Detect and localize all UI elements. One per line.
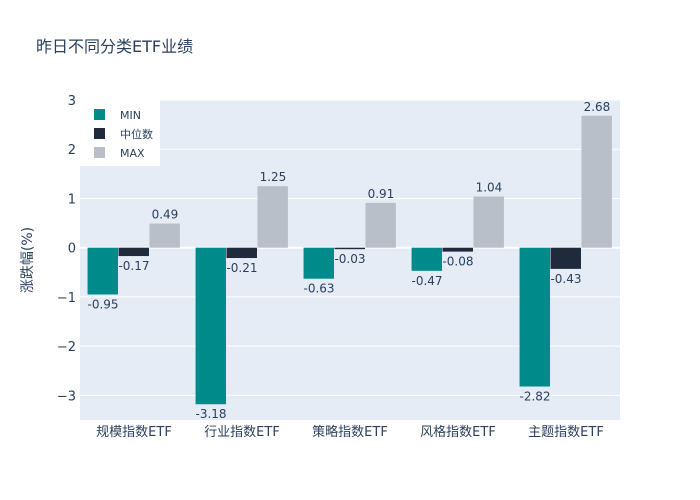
bar-max <box>581 115 612 248</box>
legend-swatch <box>94 109 105 120</box>
data-label: -0.43 <box>550 272 581 286</box>
data-label: -2.82 <box>520 390 551 404</box>
legend-box <box>80 100 160 166</box>
data-label: -0.47 <box>412 274 443 288</box>
bar-max <box>149 223 180 248</box>
y-tick-label: 2 <box>68 143 76 158</box>
x-tick-label: 规模指数ETF <box>96 425 172 440</box>
data-label: -0.21 <box>226 261 257 275</box>
y-tick-label: −1 <box>57 291 76 306</box>
y-axis-title: 涨跌幅(%) <box>20 227 36 293</box>
legend-swatch <box>94 147 105 158</box>
bar-中位数 <box>118 247 149 257</box>
bar-max <box>365 202 396 248</box>
y-tick-label: 3 <box>68 94 76 109</box>
data-label: 1.25 <box>260 170 287 184</box>
x-tick-label: 行业指数ETF <box>204 425 280 440</box>
bar-min <box>303 247 335 279</box>
bar-中位数 <box>334 247 365 250</box>
y-tick-label: 1 <box>68 192 76 207</box>
bar-min <box>195 247 227 405</box>
data-label: 0.49 <box>152 208 179 222</box>
data-label: -3.18 <box>196 407 227 421</box>
bar-中位数 <box>550 247 581 269</box>
legend-label: MIN <box>120 109 141 122</box>
bar-max <box>473 196 504 248</box>
legend-label: 中位数 <box>120 127 153 141</box>
data-label: 0.91 <box>368 187 395 201</box>
chart-title: 昨日不同分类ETF业绩 <box>36 37 194 56</box>
data-label: -0.03 <box>334 252 365 266</box>
data-label: -0.95 <box>88 297 119 311</box>
bar-min <box>411 247 443 271</box>
bar-max <box>257 186 288 248</box>
x-tick-label: 风格指数ETF <box>420 424 496 440</box>
y-tick-label: −2 <box>57 340 76 355</box>
y-tick-label: 0 <box>68 242 76 257</box>
bar-中位数 <box>226 247 257 259</box>
bar-中位数 <box>442 247 473 252</box>
bar-min <box>519 247 551 387</box>
x-tick-label: 主题指数ETF <box>528 425 604 440</box>
data-label: -0.63 <box>304 282 335 296</box>
legend-swatch <box>94 128 105 139</box>
legend-label: MAX <box>120 147 145 160</box>
bar-min <box>87 247 119 295</box>
data-label: -0.08 <box>442 255 473 269</box>
data-label: -0.17 <box>118 259 149 273</box>
data-label: 1.04 <box>476 180 503 194</box>
x-tick-label: 策略指数ETF <box>312 424 388 440</box>
data-label: 2.68 <box>584 100 611 114</box>
y-tick-label: −3 <box>57 389 76 404</box>
